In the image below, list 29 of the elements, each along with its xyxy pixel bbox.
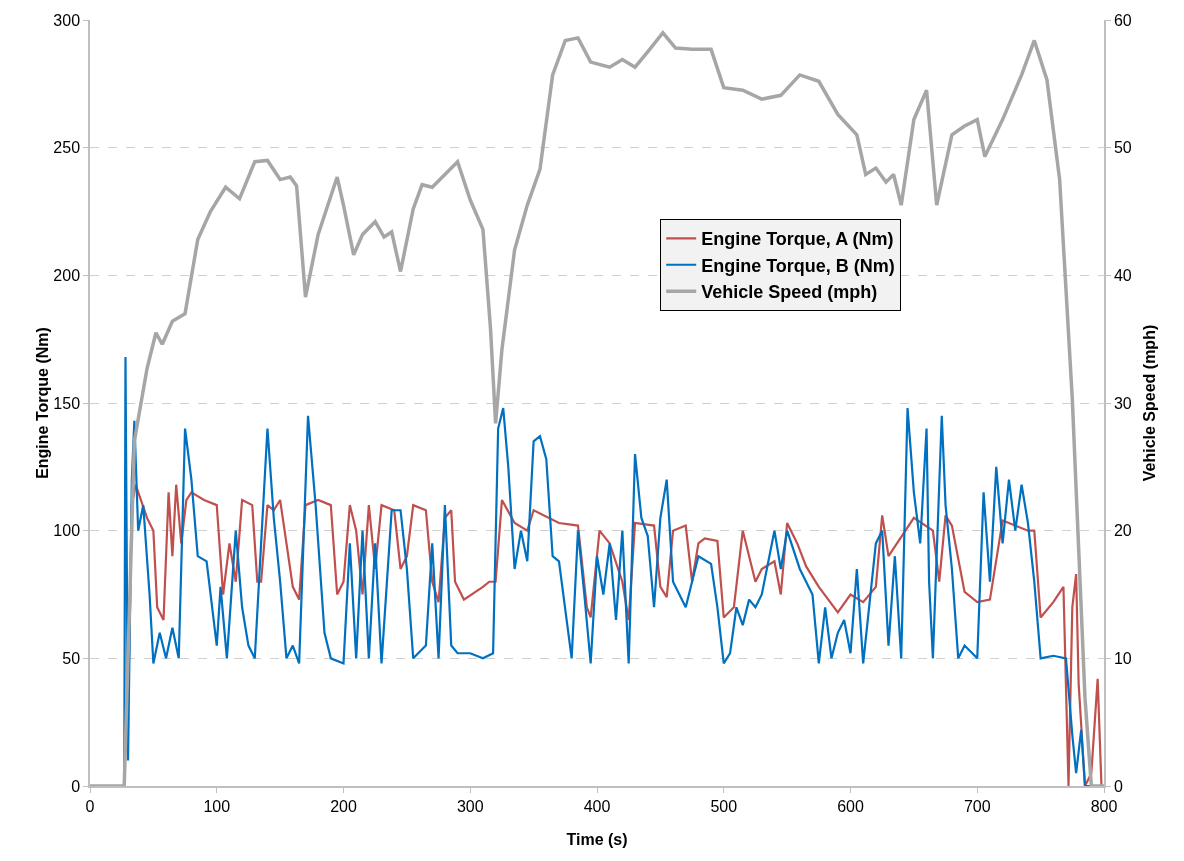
x-tick-label: 700 bbox=[963, 797, 991, 815]
y2-tick-label: 0 bbox=[1113, 777, 1123, 795]
y2-tick-label: 20 bbox=[1113, 522, 1132, 540]
y-tick-label: 200 bbox=[53, 266, 81, 284]
y2-axis-title: Vehicle Speed (mph) bbox=[1140, 324, 1158, 482]
y2-tick-label: 60 bbox=[1113, 11, 1132, 29]
y2-tick-label: 30 bbox=[1113, 394, 1132, 412]
x-tick-label: 600 bbox=[837, 797, 864, 815]
y2-tick-label: 10 bbox=[1113, 649, 1132, 667]
x-tick-label: 300 bbox=[456, 797, 484, 815]
y-tick-label: 100 bbox=[53, 522, 81, 540]
y-tick-label: 250 bbox=[53, 139, 81, 157]
y2-tick-label: 50 bbox=[1113, 139, 1132, 157]
y2-tick-label: 40 bbox=[1113, 266, 1132, 284]
x-tick-label: 500 bbox=[710, 797, 738, 815]
x-tick-label: 0 bbox=[85, 797, 95, 815]
y-tick-label: 300 bbox=[53, 11, 81, 29]
y-axis-title: Engine Torque (Nm) bbox=[33, 327, 51, 479]
legend-label: Engine Torque, B (Nm) bbox=[701, 255, 895, 276]
legend-label: Engine Torque, A (Nm) bbox=[701, 229, 894, 250]
legend-label: Vehicle Speed (mph) bbox=[701, 282, 878, 303]
x-tick-label: 200 bbox=[330, 797, 357, 815]
x-tick-label: 400 bbox=[583, 797, 611, 815]
x-axis-title: Time (s) bbox=[566, 830, 628, 848]
y-tick-label: 50 bbox=[62, 649, 81, 667]
x-tick-label: 800 bbox=[1090, 797, 1118, 815]
y-tick-label: 0 bbox=[71, 777, 81, 795]
y-tick-label: 150 bbox=[53, 394, 81, 412]
x-tick-label: 100 bbox=[203, 797, 231, 815]
